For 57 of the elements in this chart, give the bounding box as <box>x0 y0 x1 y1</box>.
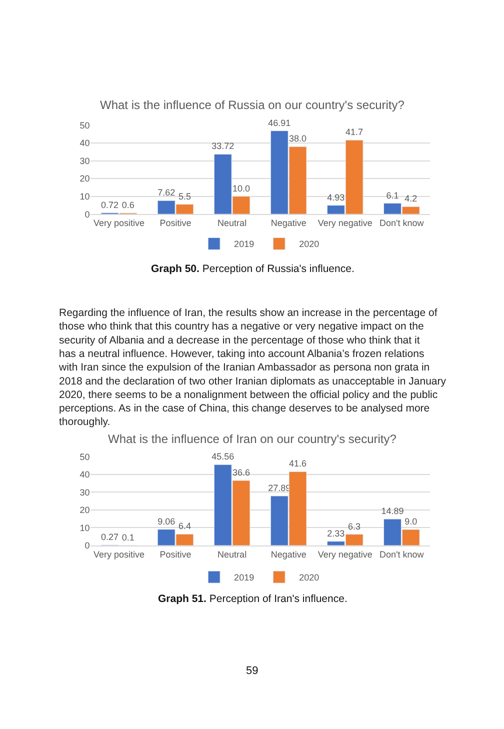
data-label: 0.6 <box>122 200 134 210</box>
y-tick-label: 50 <box>80 452 90 462</box>
data-label: 0.27 <box>101 532 119 542</box>
data-label: 0.1 <box>122 532 134 542</box>
caption: Graph 51. Perception of Iran's influence. <box>158 593 348 605</box>
x-tick-label: Neutral <box>218 549 247 560</box>
y-tick-label: 20 <box>80 174 90 184</box>
chart-title: What is the influence of Iran on our country's security? <box>108 432 397 446</box>
legend-label: 2020 <box>299 239 320 250</box>
y-tick-label: 10 <box>80 522 90 533</box>
data-label: 33.72 <box>212 141 234 152</box>
data-label: 38.0 <box>289 134 307 144</box>
legend-label: 2019 <box>234 572 254 583</box>
data-label: 4.2 <box>404 194 418 204</box>
data-label: 41.7 <box>346 127 364 138</box>
x-tick-label: Don't know <box>380 549 424 560</box>
data-label: 6.1 <box>386 190 399 200</box>
y-tick-label: 0 <box>84 540 90 551</box>
data-label: 2.33 <box>327 528 345 538</box>
x-tick-label: Very positive <box>93 218 145 228</box>
data-label: 0.72 <box>101 200 119 210</box>
data-label: 36.6 <box>232 468 250 478</box>
x-tick-label: Very positive <box>93 549 145 560</box>
x-tick-label: Positive <box>160 549 192 560</box>
x-tick-label: Neutral <box>218 218 247 228</box>
text: Regarding the influence of Iran, the results show an increase in the percentage of those who think that this country has a negative or very negative impact on the security of Albania and a decrease in the percentage of those who think that it has a neutral influence. However, taking into account Albania’s frozen relations with Iran since the expulsion of the Iranian Ambassador as persona non grata in 2018 and the declaration of two other Iranian diplomats as unacceptable in January 2020, there seems to be a nonalignment between the official policy and the public perceptions. As in the case of China, this change deserves to be analysed more thoroughly. <box>59 307 446 428</box>
legend-label: 2020 <box>299 572 320 583</box>
data-label: 6.3 <box>348 521 361 532</box>
x-tick-label: Positive <box>160 218 192 228</box>
y-tick-label: 20 <box>80 505 90 516</box>
y-tick-label: 50 <box>80 120 90 130</box>
y-tick-label: 30 <box>80 487 90 498</box>
data-label: 14.89 <box>381 506 404 516</box>
data-label: 9.0 <box>404 516 418 527</box>
data-label: 46.91 <box>268 118 291 128</box>
data-label: 5.5 <box>178 191 191 202</box>
y-tick-label: 40 <box>80 138 90 148</box>
data-label: 6.4 <box>178 521 191 532</box>
text: 59 <box>246 665 258 677</box>
caption: Graph 50. Perception of Russia's influence. <box>151 263 354 275</box>
x-tick-label: Very negative <box>318 549 372 560</box>
x-tick-label: Very negative <box>318 218 372 228</box>
data-label: 10.0 <box>232 183 250 194</box>
x-tick-label: Negative <box>270 549 306 560</box>
y-tick-label: 10 <box>80 191 90 202</box>
data-label: 41.6 <box>289 458 307 469</box>
y-tick-label: 0 <box>84 209 90 220</box>
legend-label: 2019 <box>234 239 254 250</box>
y-tick-label: 40 <box>80 470 90 480</box>
chart-title: What is the influence of Russia on our country's security? <box>100 98 405 112</box>
x-tick-label: Don't know <box>380 218 424 228</box>
data-label: 9.06 <box>158 516 176 526</box>
x-tick-label: Negative <box>270 218 306 228</box>
data-label: 4.93 <box>327 192 345 202</box>
data-label: 7.62 <box>158 188 176 198</box>
y-tick-label: 30 <box>80 156 90 166</box>
data-label: 45.56 <box>212 452 234 462</box>
